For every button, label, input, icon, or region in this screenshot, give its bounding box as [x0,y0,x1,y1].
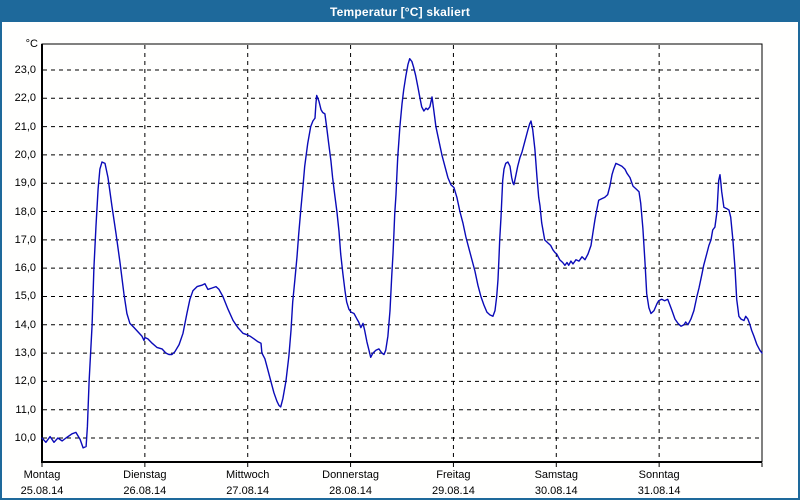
window-titlebar[interactable]: Temperatur [°C] skaliert [2,2,798,22]
y-axis-tick-label: 17,0 [14,233,36,246]
y-axis-tick-label: 10,0 [14,432,36,445]
window-title: Temperatur [°C] skaliert [329,5,471,19]
x-axis-day-label: Sonntag [638,469,680,481]
x-axis-day-label: Dienstag [123,469,167,481]
y-axis-tick-label: 12,0 [14,375,36,388]
y-axis-tick-label: 19,0 [14,177,36,190]
y-axis-tick-label: 15,0 [14,290,36,303]
x-axis-day-label: Montag [23,469,61,481]
y-axis-tick-label: 14,0 [14,318,36,331]
x-axis-day-label: Mittwoch [226,469,270,481]
y-axis-tick-label: 18,0 [14,205,36,218]
y-axis-unit-label: °C [25,38,38,50]
x-axis-day-label: Freitag [436,469,471,481]
chart-area: °C 23,0 22,0 21,0 20,0 19,0 18,0 17,0 16,0 15,0 1… [2,22,798,498]
temperature-series-line [41,58,763,449]
x-axis-date-label: 25.08.14 [20,485,64,497]
x-axis-day-label: Donnerstag [322,469,379,481]
x-axis-date-label: 31.08.14 [637,485,681,497]
y-axis-tick-label: 22,0 [14,92,36,105]
x-axis-day-label: Samstag [534,469,578,481]
y-axis-tick-label: 11,0 [15,403,36,416]
y-axis-tick-label: 20,0 [14,148,36,161]
temperature-line-chart [41,43,763,467]
y-axis-tick-label: 16,0 [14,262,36,275]
y-axis-tick-label: 13,0 [14,347,36,360]
x-axis-date-label: 27.08.14 [226,485,270,497]
x-axis-date-label: 28.08.14 [329,485,372,497]
x-axis-date-label: 29.08.14 [432,485,475,497]
y-axis-tick-label: 23,0 [14,64,36,76]
x-axis-date-label: 30.08.14 [534,485,578,497]
y-axis-tick-label: 21,0 [14,120,36,133]
x-axis-date-label: 26.08.14 [123,485,167,497]
